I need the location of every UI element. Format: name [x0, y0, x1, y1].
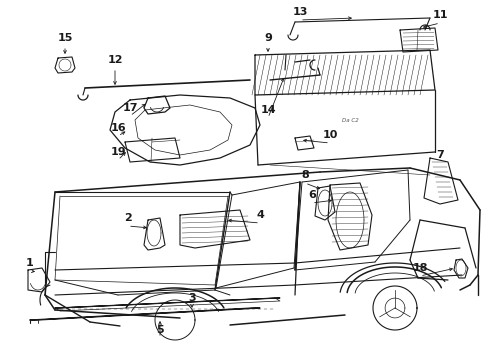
Text: 12: 12: [107, 55, 123, 65]
Text: 19: 19: [110, 147, 126, 157]
Text: 11: 11: [432, 10, 448, 20]
Text: 3: 3: [188, 293, 196, 303]
Text: 16: 16: [110, 123, 126, 133]
Text: 7: 7: [436, 150, 444, 160]
Text: 9: 9: [264, 33, 272, 43]
Text: Da C2: Da C2: [342, 117, 358, 122]
Text: 17: 17: [122, 103, 138, 113]
Text: 2: 2: [124, 213, 132, 223]
Text: 5: 5: [156, 325, 164, 335]
Text: 4: 4: [256, 210, 264, 220]
Text: 14: 14: [260, 105, 276, 115]
Text: 15: 15: [57, 33, 73, 43]
Text: 8: 8: [301, 170, 309, 180]
Text: 18: 18: [412, 263, 428, 273]
Text: 6: 6: [308, 190, 316, 200]
Text: 13: 13: [293, 7, 308, 17]
Text: 1: 1: [26, 258, 34, 268]
Text: 10: 10: [322, 130, 338, 140]
